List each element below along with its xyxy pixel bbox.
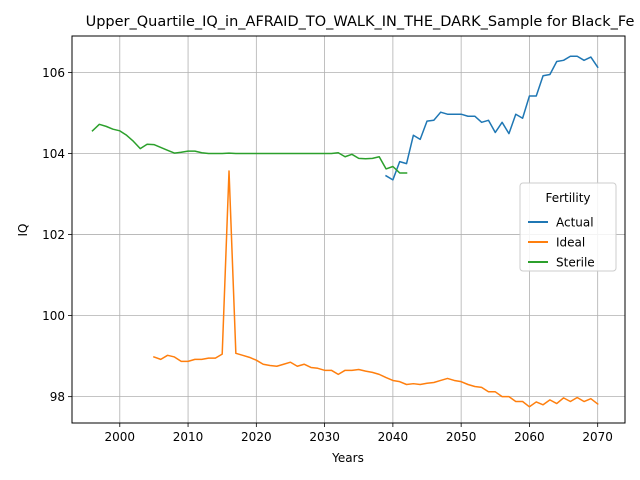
- x-tick-label: 2060: [514, 430, 545, 444]
- x-tick-label: 2030: [309, 430, 340, 444]
- x-tick-label: 2020: [241, 430, 272, 444]
- legend-title: Fertility: [545, 191, 590, 205]
- legend-label-ideal: Ideal: [556, 236, 585, 250]
- x-tick-label: 2070: [582, 430, 613, 444]
- chart-title: Upper_Quartile_IQ_in_AFRAID_TO_WALK_IN_T…: [86, 14, 635, 30]
- y-tick-label: 98: [50, 390, 65, 404]
- x-tick-label: 2050: [446, 430, 477, 444]
- legend: Fertility Actual Ideal Sterile: [520, 183, 616, 271]
- y-axis-label: IQ: [16, 224, 30, 237]
- x-tick-label: 2040: [378, 430, 409, 444]
- y-tick-label: 104: [42, 147, 65, 161]
- y-tick-label: 100: [42, 309, 65, 323]
- x-axis-label: Years: [331, 451, 364, 465]
- y-tick-label: 106: [42, 66, 65, 80]
- y-tick-label: 102: [42, 228, 65, 242]
- legend-label-sterile: Sterile: [556, 256, 595, 270]
- legend-label-actual: Actual: [556, 216, 594, 230]
- x-tick-label: 2010: [173, 430, 204, 444]
- x-tick-label: 2000: [105, 430, 136, 444]
